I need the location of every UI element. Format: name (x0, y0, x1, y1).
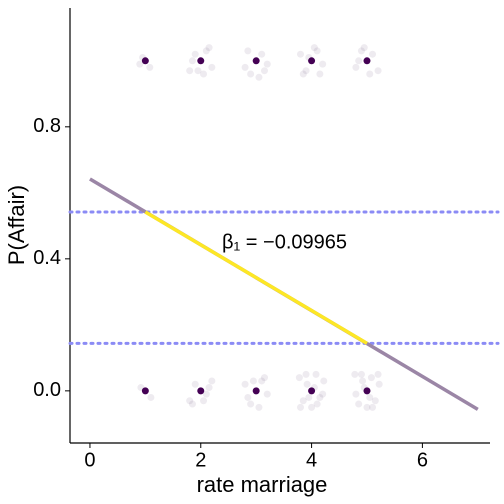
point (247, 400, 255, 408)
point (241, 63, 249, 71)
point (308, 387, 316, 395)
point (355, 400, 363, 408)
point (258, 50, 266, 58)
point (263, 60, 271, 68)
x-tick-label: 2 (195, 449, 206, 471)
point (202, 390, 210, 398)
point (308, 403, 316, 411)
point (302, 67, 310, 75)
point (366, 70, 374, 78)
point (188, 400, 196, 408)
point (260, 67, 268, 75)
point (310, 44, 318, 52)
point (263, 390, 271, 398)
point (141, 57, 149, 65)
point (141, 387, 149, 395)
point (244, 47, 252, 55)
point (312, 370, 320, 378)
point (360, 44, 368, 52)
point (367, 374, 375, 382)
x-tick-label: 0 (84, 449, 95, 471)
point (249, 377, 257, 385)
point (363, 57, 371, 65)
point (357, 370, 365, 378)
point (258, 377, 266, 385)
point (136, 60, 144, 68)
point (255, 73, 263, 81)
point (255, 403, 263, 411)
point (319, 390, 327, 398)
point (351, 370, 359, 378)
point (260, 374, 268, 382)
point (375, 380, 383, 388)
point (374, 370, 382, 378)
fit-line (144, 210, 368, 345)
point (352, 390, 360, 398)
x-tick-label: 6 (417, 449, 428, 471)
point (299, 397, 307, 405)
point (371, 397, 379, 405)
point (374, 67, 382, 75)
y-tick-label: 0.4 (33, 247, 61, 269)
point (295, 374, 303, 382)
point (252, 57, 260, 65)
y-tick-label: 0.8 (33, 115, 61, 137)
y-axis-title: P(Affair) (4, 185, 29, 265)
point (244, 393, 252, 401)
point (197, 57, 205, 65)
point (359, 377, 367, 385)
point (369, 403, 377, 411)
point (313, 400, 321, 408)
y-tick-label: 0.0 (33, 379, 61, 401)
point (316, 393, 324, 401)
point (369, 50, 377, 58)
point (363, 387, 371, 395)
point (297, 403, 305, 411)
point (308, 57, 316, 65)
point (188, 57, 196, 65)
point (205, 384, 213, 392)
point (208, 63, 216, 71)
annotation: β₁ = −0.09965 (222, 231, 347, 253)
point (366, 393, 374, 401)
point (186, 397, 194, 405)
point (146, 63, 154, 71)
point (191, 50, 199, 58)
point (299, 70, 307, 78)
point (302, 370, 310, 378)
point (200, 397, 208, 405)
point (147, 393, 155, 401)
point (241, 380, 249, 388)
point (197, 387, 205, 395)
point (186, 67, 194, 75)
point (320, 377, 328, 385)
point (352, 63, 360, 71)
point (357, 47, 365, 55)
point (205, 44, 213, 52)
point (303, 380, 311, 388)
x-tick-label: 4 (306, 449, 317, 471)
point (200, 70, 208, 78)
x-axis-title: rate marriage (197, 472, 328, 497)
point (305, 393, 313, 401)
point (252, 387, 260, 395)
point (363, 403, 371, 411)
point (319, 60, 327, 68)
point (313, 47, 321, 55)
point (316, 70, 324, 78)
point (191, 380, 199, 388)
point (355, 57, 363, 65)
point (202, 47, 210, 55)
point (208, 377, 216, 385)
point (297, 50, 305, 58)
point (194, 67, 202, 75)
point (247, 70, 255, 78)
